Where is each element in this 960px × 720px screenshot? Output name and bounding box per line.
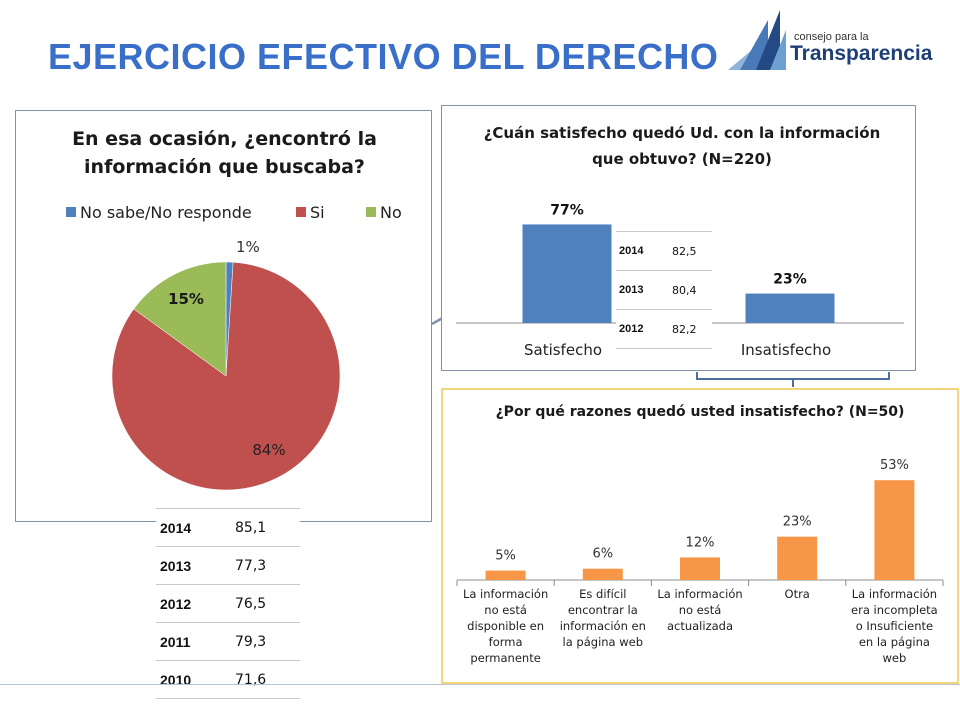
year-cell: 2011: [156, 622, 233, 661]
year-cell: 2013: [616, 270, 668, 310]
value-cell: 76,5: [233, 584, 300, 623]
table-row: 2014 82,5: [616, 231, 712, 271]
bracket-connector: [696, 372, 890, 387]
logo-shape: [756, 10, 780, 70]
pie-data-label: 84%: [252, 441, 285, 459]
legend-swatch: [296, 207, 306, 217]
pie-slice: [133, 261, 227, 377]
reasons-bar-chart: 5% La información no está disponible en form…: [456, 458, 944, 665]
bar: [522, 224, 612, 323]
bar: [777, 536, 818, 580]
bar: [680, 557, 720, 580]
table-row: 2011 79,3: [156, 622, 300, 661]
year-cell: 2014: [156, 508, 233, 547]
bar: [874, 480, 915, 580]
value-cell: 77,3: [233, 546, 300, 585]
legend-label: No sabe/No responde: [80, 203, 252, 222]
satisfaction-history-table: 2014 82,5 2013 80,4 2012 82,2: [616, 231, 712, 349]
legend-swatch: [66, 207, 76, 217]
category-label-line: web: [883, 651, 907, 665]
logo-text-big: Transparencia: [790, 42, 933, 65]
year-cell: 2010: [156, 660, 233, 699]
pie-data-label: 1%: [236, 238, 260, 256]
year-cell: 2014: [616, 231, 668, 271]
pie-chart: No sabe/No responde Si No 1% 84% 15%: [66, 203, 402, 491]
value-cell: 71,6: [233, 660, 300, 699]
bar-data-label: 77%: [550, 202, 584, 218]
category-label-line: La información: [463, 587, 548, 601]
satisfaction-chart-title: ¿Cuán satisfecho quedó Ud. con la inform…: [483, 124, 881, 168]
reasons-chart-panel: ¿Por qué razones quedó usted insatisfech…: [441, 388, 959, 684]
value-cell: 79,3: [233, 622, 300, 661]
year-cell: 2012: [616, 309, 668, 349]
category-label-line: no está: [484, 603, 527, 617]
category-label-line: no está: [679, 603, 722, 617]
bar-data-label: 53%: [880, 458, 909, 473]
category-label: La información no está actualizada: [657, 587, 742, 633]
transparencia-logo: [728, 10, 786, 70]
pie-chart-title: En esa ocasión, ¿encontró la información…: [72, 128, 377, 178]
category-label-line: permanente: [470, 651, 540, 665]
legend-swatch: [366, 207, 376, 217]
value-cell: 82,5: [668, 231, 712, 271]
value-cell: 82,2: [668, 309, 712, 349]
page-title: EJERCICIO EFECTIVO DEL DERECHO: [48, 36, 719, 77]
category-label: Satisfecho: [524, 341, 602, 359]
bar-data-label: 23%: [773, 272, 807, 288]
category-label-line: Es difícil: [579, 587, 626, 601]
category-label-line: disponible en: [467, 619, 544, 633]
reasons-chart-title: ¿Por qué razones quedó usted insatisfech…: [495, 404, 905, 420]
logo-text-small: consejo para la: [794, 31, 869, 43]
category-label-line: o Insuficiente: [856, 619, 933, 633]
category-label-line: información en: [560, 619, 646, 633]
category-label: La información era incompleta o Insuficien…: [851, 587, 938, 665]
category-label: Insatisfecho: [741, 341, 831, 359]
bar: [485, 570, 526, 580]
table-row: 2012 82,2: [616, 309, 712, 349]
logo-shape: [770, 30, 786, 70]
category-label-line: Otra: [785, 587, 810, 601]
value-cell: 80,4: [668, 270, 712, 310]
category-label-line: actualizada: [667, 619, 733, 633]
pie-chart-panel: En esa ocasión, ¿encontró la información…: [15, 110, 432, 522]
legend-label: No: [380, 203, 402, 222]
category-label: Es difícil encontrar la información en la p…: [560, 587, 646, 649]
table-row: 2013 80,4: [616, 270, 712, 310]
category-label-line: encontrar la: [568, 603, 638, 617]
bar-data-label: 5%: [495, 549, 516, 564]
category-label-line: era incompleta: [851, 603, 938, 617]
category-label: Otra: [785, 587, 810, 601]
table-row: 2014 85,1: [156, 508, 300, 547]
table-row: 2013 77,3: [156, 546, 300, 585]
year-cell: 2012: [156, 584, 233, 623]
footer-divider: [0, 684, 960, 685]
table-row: 2012 76,5: [156, 584, 300, 623]
satisfaction-bar-chart: 77% Satisfecho 23% Insatisfecho: [456, 202, 904, 359]
table-row: 2010 71,6: [156, 660, 300, 699]
category-label-line: en la página: [859, 635, 930, 649]
legend-label: Si: [310, 203, 325, 222]
category-label-line: La información: [657, 587, 742, 601]
bar-data-label: 23%: [783, 515, 812, 530]
year-cell: 2013: [156, 546, 233, 585]
category-label-line: la página web: [563, 635, 644, 649]
bar-data-label: 12%: [686, 535, 715, 550]
category-label-line: forma: [489, 635, 523, 649]
bar: [745, 293, 835, 323]
bar-data-label: 6%: [592, 547, 613, 562]
category-label-line: La información: [852, 587, 937, 601]
found-info-history-table: 2014 85,1 2013 77,3 2012 76,5 2011 79,3 …: [156, 508, 300, 699]
pie-data-label: 15%: [168, 290, 204, 308]
category-label: La información no está disponible en forma p…: [463, 587, 548, 665]
value-cell: 85,1: [233, 508, 300, 547]
bar: [582, 568, 623, 580]
